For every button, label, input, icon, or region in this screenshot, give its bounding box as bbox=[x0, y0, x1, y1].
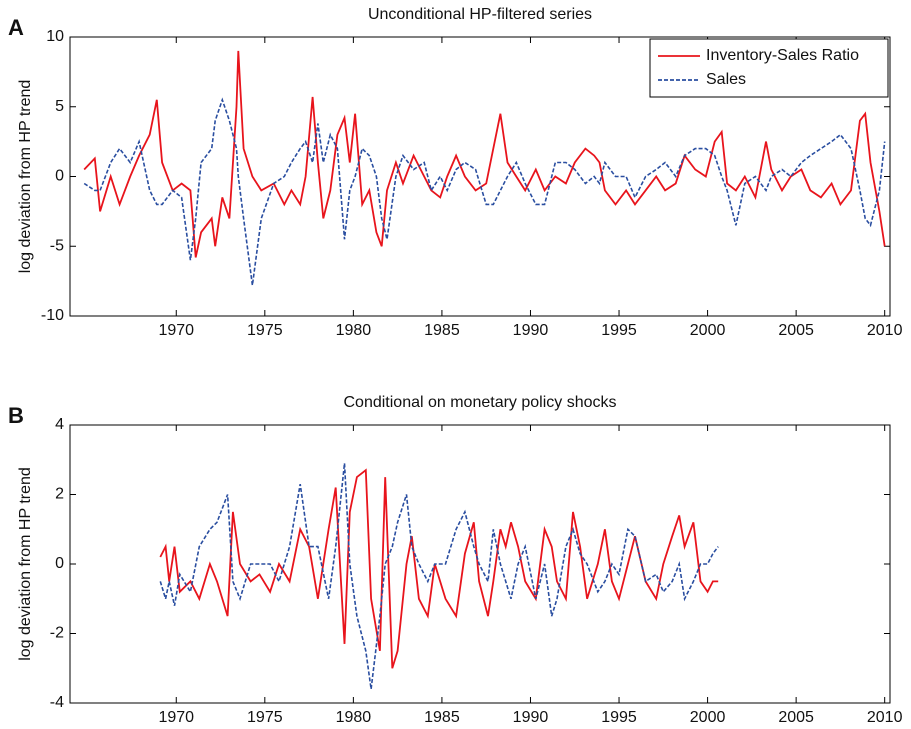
y-tick-label: 0 bbox=[55, 168, 64, 185]
series-line bbox=[159, 468, 719, 669]
x-tick-label: 1995 bbox=[601, 322, 637, 339]
x-tick-label: 1995 bbox=[601, 709, 637, 724]
y-axis-label: log deviation from HP trend bbox=[17, 467, 34, 661]
chart-title: Conditional on monetary policy shocks bbox=[343, 394, 616, 411]
x-tick-label: 1975 bbox=[247, 709, 283, 724]
x-tick-label: 1990 bbox=[513, 322, 549, 339]
x-tick-label: 1970 bbox=[158, 709, 194, 724]
x-tick-label: 1975 bbox=[247, 322, 283, 339]
y-tick-label: 5 bbox=[55, 98, 64, 115]
chart-title: Unconditional HP-filtered series bbox=[368, 6, 592, 23]
legend-label: Sales bbox=[706, 71, 746, 88]
x-tick-label: 2005 bbox=[778, 322, 814, 339]
x-tick-label: 1985 bbox=[424, 322, 460, 339]
x-tick-label: 2010 bbox=[867, 322, 903, 339]
y-tick-label: 0 bbox=[55, 555, 64, 572]
x-tick-label: 1985 bbox=[424, 709, 460, 724]
x-tick-label: 2010 bbox=[867, 709, 903, 724]
series-line bbox=[83, 50, 886, 258]
panel-label: A bbox=[8, 15, 24, 40]
y-tick-label: -5 bbox=[50, 237, 64, 254]
y-tick-label: 10 bbox=[46, 28, 64, 45]
y-axis-label: log deviation from HP trend bbox=[17, 80, 34, 274]
x-tick-label: 1980 bbox=[336, 322, 372, 339]
legend-label: Inventory-Sales Ratio bbox=[706, 47, 859, 64]
x-tick-label: 1980 bbox=[336, 709, 372, 724]
y-tick-label: -2 bbox=[50, 625, 64, 642]
series-line bbox=[83, 97, 886, 286]
series-line bbox=[159, 463, 719, 690]
x-tick-label: 2000 bbox=[690, 709, 726, 724]
plot-frame bbox=[69, 424, 891, 704]
legend-box bbox=[649, 38, 889, 98]
y-tick-label: 4 bbox=[55, 416, 64, 433]
x-tick-label: 1970 bbox=[158, 322, 194, 339]
x-tick-label: 2005 bbox=[778, 709, 814, 724]
x-tick-label: 2000 bbox=[690, 322, 726, 339]
y-tick-label: -4 bbox=[50, 694, 64, 711]
plot-frame bbox=[69, 36, 891, 317]
y-tick-label: -10 bbox=[41, 307, 64, 324]
x-tick-label: 1990 bbox=[513, 709, 549, 724]
panel-label: B bbox=[8, 403, 24, 428]
y-tick-label: 2 bbox=[55, 486, 64, 503]
